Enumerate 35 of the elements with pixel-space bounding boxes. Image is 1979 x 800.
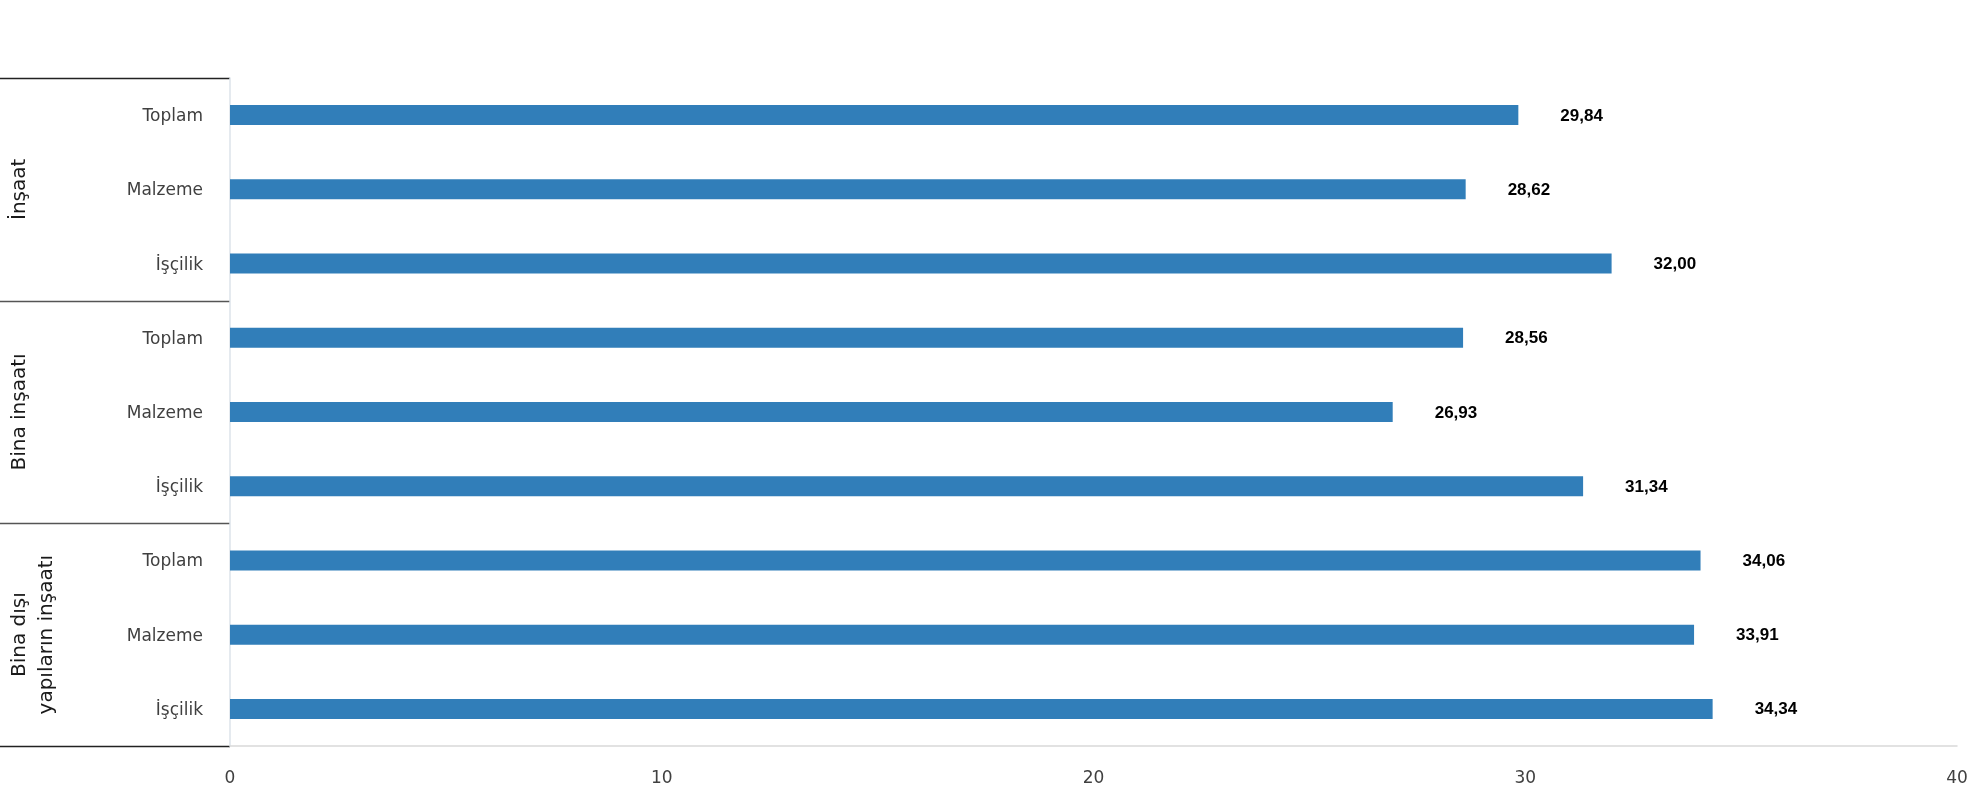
text: İnşaat <box>5 158 30 221</box>
bar <box>230 550 1701 571</box>
text: Bina inşaatı <box>5 353 30 471</box>
y-tick-label: Toplam <box>141 327 203 348</box>
y-tick-label: Malzeme <box>126 179 203 200</box>
y-tick-label: Toplam <box>141 550 203 571</box>
y-tick-label: İşçilik <box>155 476 204 497</box>
data-label: 32,00 <box>1653 254 1697 274</box>
bar <box>230 179 1466 200</box>
text: Bina dışı yapıların inşaatı <box>5 554 57 715</box>
bar <box>230 624 1695 645</box>
y-tick-label: Malzeme <box>126 624 203 645</box>
x-tick-label: 10 <box>650 766 673 787</box>
y-tick-label: İşçilik <box>155 253 204 274</box>
data-label: 34,06 <box>1742 550 1786 570</box>
data-label: 34,34 <box>1754 699 1798 719</box>
bar <box>230 327 1464 348</box>
data-label: 28,56 <box>1505 328 1548 348</box>
y-tick-label: Toplam <box>141 105 203 126</box>
x-tick-label: 0 <box>224 766 236 787</box>
x-tick-label: 20 <box>1082 766 1105 787</box>
data-label: 33,91 <box>1736 625 1779 645</box>
x-tick-label: 30 <box>1514 766 1537 787</box>
bar <box>230 253 1612 274</box>
x-tick-label: 40 <box>1946 766 1968 787</box>
bar <box>230 476 1584 497</box>
data-label: 29,84 <box>1560 105 1604 125</box>
data-label: 31,34 <box>1625 476 1669 496</box>
y-tick-label: Malzeme <box>126 402 203 422</box>
bar <box>230 105 1519 126</box>
bar <box>230 402 1393 422</box>
data-label: 28,62 <box>1507 179 1551 199</box>
bar <box>230 698 1713 719</box>
y-tick-label: İşçilik <box>155 698 204 719</box>
data-label: 26,93 <box>1434 402 1478 422</box>
